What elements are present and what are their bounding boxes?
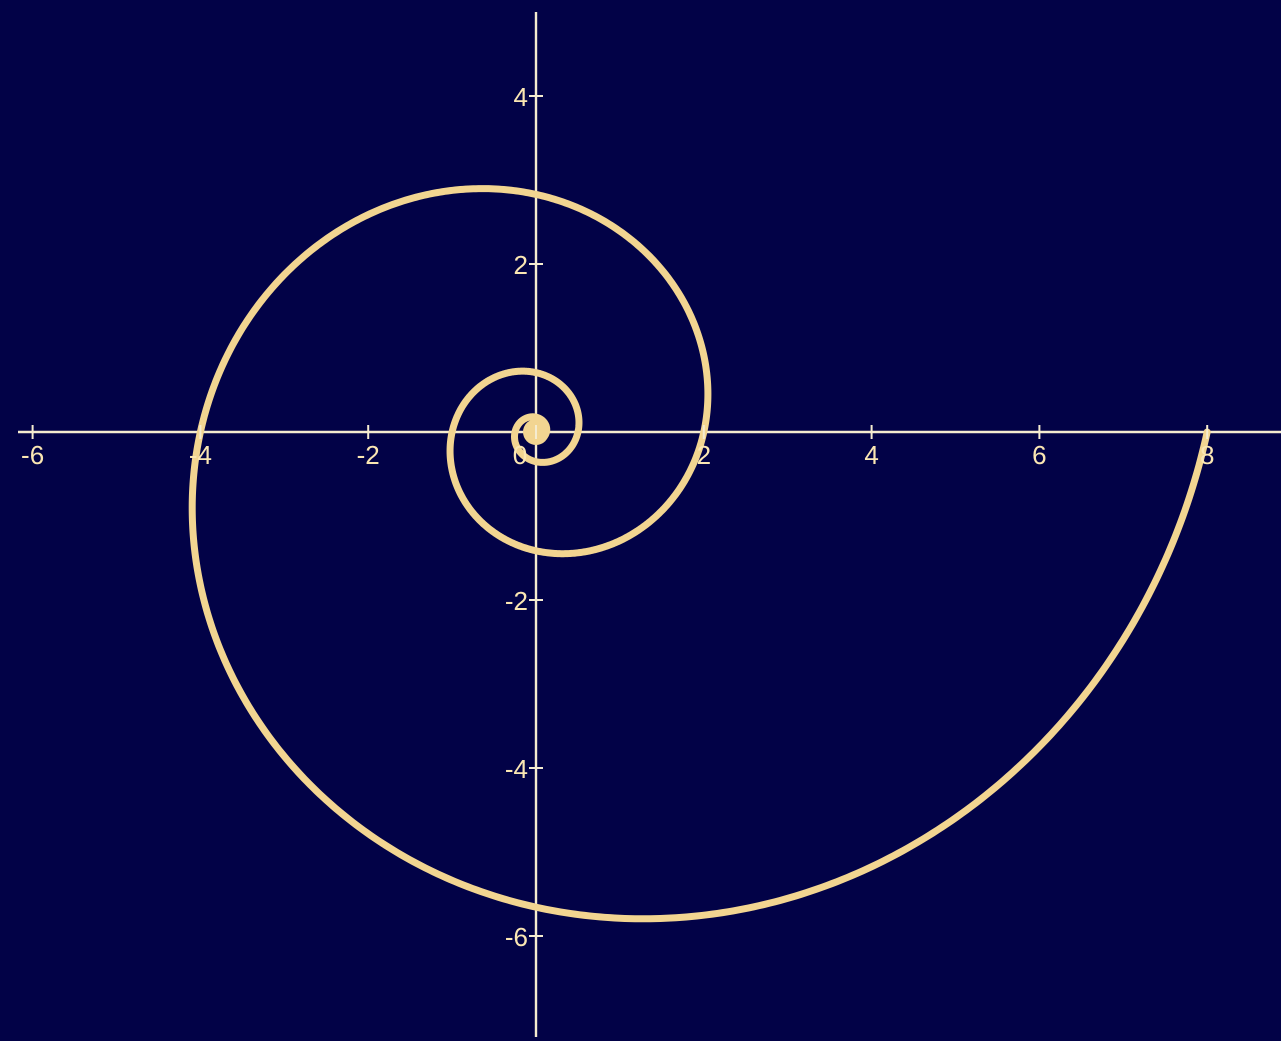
y-tick-label: 2: [514, 250, 528, 280]
x-tick-label: 2: [697, 440, 711, 470]
y-tick-label: -2: [505, 586, 528, 616]
y-tick-label: -4: [505, 754, 528, 784]
tick-labels: -6 -4 -2 0 2 4 6 8 -6 -4 -2 2 4: [21, 82, 1214, 952]
axes: [18, 12, 1281, 1037]
x-tick-label: 6: [1032, 440, 1046, 470]
curve-layer: [188, 185, 1211, 923]
y-tick-label: -6: [505, 922, 528, 952]
y-tick-label: 4: [514, 82, 528, 112]
x-tick-label: -2: [357, 440, 380, 470]
x-tick-label: 8: [1200, 440, 1214, 470]
spiral-curve: [188, 185, 1211, 923]
x-tick-label: -4: [189, 440, 212, 470]
x-tick-label: 4: [864, 440, 878, 470]
x-tick-label: -6: [21, 440, 44, 470]
x-tick-label: 0: [513, 440, 527, 470]
